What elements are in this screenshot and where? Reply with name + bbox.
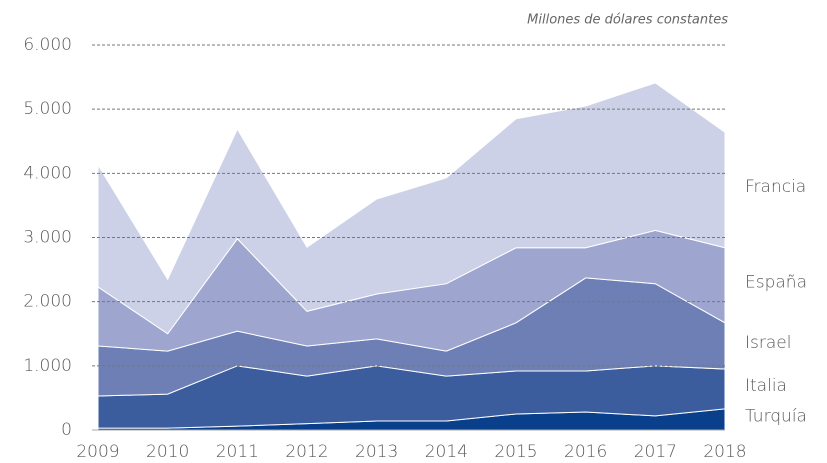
legend-label: Israel	[745, 333, 791, 353]
x-tick-label: 2012	[285, 442, 328, 462]
x-tick-label: 2014	[425, 442, 468, 462]
x-tick-label: 2009	[76, 442, 119, 462]
chart-subtitle: Millones de dólares constantes	[527, 13, 728, 28]
x-tick-label: 2011	[216, 442, 259, 462]
x-tick-label: 2018	[703, 442, 746, 462]
y-tick-label: 3.000	[23, 228, 72, 248]
x-tick-label: 2013	[355, 442, 398, 462]
y-tick-label: 0	[61, 420, 72, 440]
legend-label: Italia	[745, 376, 787, 396]
x-tick-label: 2017	[634, 442, 677, 462]
x-tick-label: 2015	[494, 442, 537, 462]
area	[97, 82, 726, 335]
y-tick-label: 4.000	[23, 163, 72, 183]
areas	[97, 82, 726, 431]
y-tick-label: 6.000	[23, 35, 72, 55]
y-tick-label: 5.000	[23, 99, 72, 119]
x-tick-label: 2010	[146, 442, 189, 462]
y-tick-label: 1.000	[23, 356, 72, 376]
legend-label: España	[745, 272, 807, 292]
legend-label: Francia	[745, 177, 806, 197]
legend-label: Turquía	[745, 406, 807, 426]
x-tick-label: 2016	[564, 442, 607, 462]
y-tick-label: 2.000	[23, 292, 72, 312]
